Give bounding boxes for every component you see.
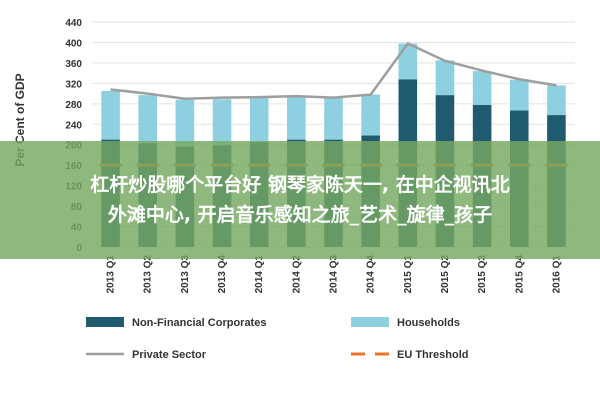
y-tick-label: 360 [65,59,82,70]
x-tick-label: 2014 Q1 [254,255,265,294]
x-tick-label: 2016 Q1 [551,255,562,294]
overlay-text-line-1: 杠杆炒股哪个平台好 钢琴家陈天一, 在中企视讯北 [90,174,510,196]
x-tick-label: 2015 Q2 [440,255,451,294]
x-tick-label: 2014 Q4 [366,255,377,294]
legend-label: Households [397,317,460,329]
legend-label: EU Threshold [397,349,469,361]
x-tick-label: 2015 Q4 [514,255,525,294]
y-tick-label: 440 [65,18,82,29]
x-tick-label: 2013 Q1 [106,255,117,294]
y-tick-label: 240 [65,120,82,131]
legend-swatch [351,317,389,327]
legend-label: Private Sector [132,349,207,361]
bar-households [249,97,269,143]
x-tick-label: 2013 Q3 [180,255,191,294]
bar-households [212,99,232,146]
x-tick-label: 2015 Q3 [477,255,488,294]
bar-households [435,60,455,96]
bar-households [398,43,418,80]
x-tick-label: 2014 Q3 [329,255,340,294]
y-tick-label: 280 [65,100,82,111]
bar-households [547,85,566,116]
bar-households [509,79,529,111]
legend-swatch [86,317,124,327]
bar-households [287,96,306,140]
bar-households [472,71,492,105]
y-tick-label: 320 [65,79,82,90]
overlay-banner: 杠杆炒股哪个平台好 钢琴家陈天一, 在中企视讯北 外滩中心, 开启音乐感知之旅_… [0,141,600,259]
bar-households [175,99,195,147]
bar-households [324,97,343,140]
legend: Non-Financial Corporates Households Privat… [86,317,469,361]
legend-label: Non-Financial Corporates [132,317,266,329]
bar-households [101,91,120,140]
x-tick-label: 2013 Q4 [217,255,228,294]
bar-households [361,94,380,136]
y-tick-label: 400 [65,38,82,49]
x-axis-ticks: 2013 Q1 2013 Q2 2013 Q3 2013 Q4 2014 Q1 2014 … [106,255,563,294]
bar-households [138,95,158,144]
x-tick-label: 2014 Q2 [291,255,302,294]
overlay-text-line-2: 外滩中心, 开启音乐感知之旅_艺术_旋律_孩子 [107,204,493,226]
x-tick-label: 2013 Q2 [143,255,154,294]
x-tick-label: 2015 Q1 [403,255,414,294]
line-private-sector [110,41,557,100]
